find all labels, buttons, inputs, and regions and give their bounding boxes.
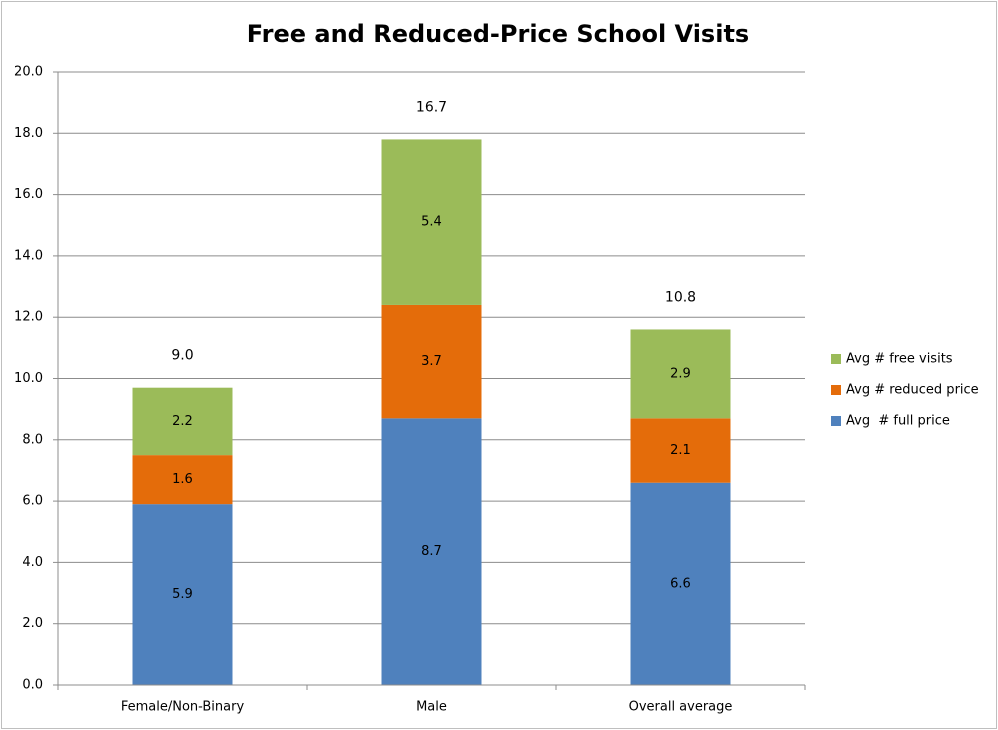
bar-segment — [132, 387, 233, 456]
legend-swatch — [831, 354, 841, 364]
data-label: 2.1 — [670, 443, 691, 458]
data-label: 6.6 — [670, 576, 691, 591]
y-tick-label: 20.0 — [14, 65, 43, 80]
y-tick-label: 10.0 — [14, 371, 43, 386]
legend-swatch — [831, 385, 841, 395]
bar-segment — [630, 329, 731, 419]
data-label: 3.7 — [421, 354, 442, 369]
y-tick-label: 4.0 — [22, 555, 43, 570]
y-tick-label: 12.0 — [14, 310, 43, 325]
total-label: 16.7 — [416, 99, 447, 115]
chart-title: Free and Reduced-Price School Visits — [247, 20, 749, 48]
y-tick-label: 16.0 — [14, 187, 43, 202]
bar-segment — [132, 455, 233, 505]
legend-label: Avg # reduced price — [846, 383, 979, 398]
legend-label: Avg # full price — [846, 414, 950, 429]
x-tick-label: Female/Non-Binary — [121, 700, 245, 715]
data-label: 5.4 — [421, 215, 442, 230]
bar-segment — [381, 304, 482, 419]
y-tick-label: 0.0 — [22, 678, 43, 693]
data-label: 8.7 — [421, 544, 442, 559]
data-label: 2.2 — [172, 414, 193, 429]
data-label: 2.9 — [670, 366, 691, 381]
bar-segment — [381, 418, 482, 685]
y-tick-label: 6.0 — [22, 494, 43, 509]
data-label: 1.6 — [172, 472, 193, 487]
y-tick-label: 18.0 — [14, 126, 43, 141]
data-label: 5.9 — [172, 587, 193, 602]
x-tick-label: Overall average — [629, 700, 733, 715]
y-tick-label: 14.0 — [14, 248, 43, 263]
total-label: 9.0 — [171, 348, 193, 364]
legend-swatch — [831, 416, 841, 426]
bar-segment — [630, 418, 731, 483]
legend-label: Avg # free visits — [846, 352, 953, 367]
total-label: 10.8 — [665, 289, 696, 305]
bar-segment — [630, 482, 731, 685]
y-tick-label: 2.0 — [22, 616, 43, 631]
y-tick-label: 8.0 — [22, 432, 43, 447]
x-tick-label: Male — [416, 700, 447, 715]
bar-segment — [132, 504, 233, 685]
bar-segment — [381, 139, 482, 305]
